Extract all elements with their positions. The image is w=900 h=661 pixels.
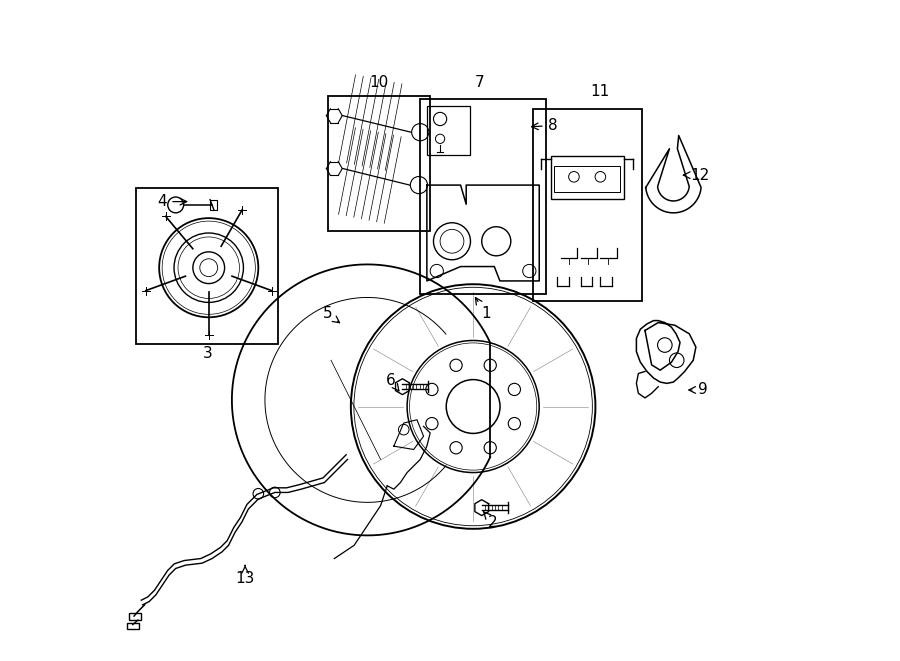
Text: 8: 8 [532, 118, 557, 133]
Text: 10: 10 [370, 75, 389, 90]
Bar [533, 109, 642, 301]
Text: 9: 9 [688, 383, 707, 397]
Text: 13: 13 [236, 565, 255, 586]
Text: 4: 4 [158, 194, 186, 209]
Text: 3: 3 [202, 346, 212, 361]
Bar [328, 96, 430, 231]
Text: 11: 11 [590, 84, 609, 98]
Text: 7: 7 [475, 75, 484, 90]
Bar [210, 200, 217, 210]
Text: 2: 2 [483, 512, 498, 529]
Text: 5: 5 [323, 307, 339, 323]
Text: 12: 12 [683, 168, 709, 182]
Bar [554, 165, 620, 192]
Bar [551, 156, 624, 198]
Text: 1: 1 [475, 297, 491, 321]
Bar [128, 623, 140, 629]
Bar [136, 188, 278, 344]
Bar [420, 99, 545, 294]
Text: 6: 6 [385, 373, 399, 391]
Bar [130, 613, 141, 620]
Bar [427, 106, 470, 155]
